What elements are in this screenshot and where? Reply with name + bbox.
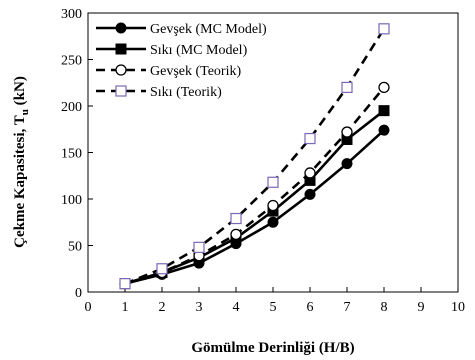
- data-point-gevsek-mc: [341, 158, 353, 170]
- legend-marker-gevsek-mc: [115, 22, 127, 34]
- x-tick-label: 2: [159, 300, 166, 315]
- x-axis-label: Gömülme Derinliği (H/B): [191, 340, 354, 356]
- y-tick-label: 150: [61, 147, 82, 162]
- y-axis-label-main: Çekme Kapasitesi, T: [12, 115, 28, 248]
- x-tick-label: 3: [196, 300, 203, 315]
- data-point-siki-teorik: [119, 278, 131, 290]
- data-point-gevsek-teorik: [304, 167, 316, 179]
- y-tick-label: 200: [61, 100, 82, 115]
- x-tick-label: 1: [122, 300, 129, 315]
- x-tick-label: 5: [270, 300, 277, 315]
- legend-marker-siki-teorik: [115, 85, 127, 97]
- series-line-gevsek-mc: [124, 129, 385, 285]
- series-line-siki-teorik: [124, 28, 386, 285]
- x-tick-label: 0: [85, 300, 92, 315]
- series-line-gevsek-teorik: [124, 86, 386, 285]
- data-point-gevsek-mc: [267, 216, 279, 228]
- legend-label-siki-mc: Sıkı (MC Model): [150, 43, 248, 58]
- data-point-gevsek-teorik: [230, 228, 242, 240]
- legend-marker-gevsek-teorik: [115, 64, 127, 76]
- data-point-gevsek-teorik: [267, 199, 279, 212]
- data-point-gevsek-teorik: [341, 126, 353, 138]
- data-point-gevsek-teorik: [378, 81, 390, 94]
- x-tick-label: 7: [344, 300, 351, 315]
- y-tick-label: 100: [61, 193, 82, 208]
- data-point-siki-teorik: [230, 212, 242, 225]
- legend-marker-siki-mc: [115, 43, 127, 55]
- x-tick-label: 9: [418, 300, 425, 315]
- data-point-siki-teorik: [267, 176, 279, 188]
- data-point-gevsek-mc: [304, 188, 316, 200]
- data-point-siki-teorik: [193, 241, 205, 253]
- legend-label-gevsek-mc: Gevşek (MC Model): [150, 22, 267, 37]
- series-lines: [124, 28, 386, 285]
- y-axis-label: Çekme Kapasitesi, Tu (kN): [12, 76, 31, 248]
- axis-ticks: [87, 12, 459, 293]
- x-tick-label: 6: [307, 300, 314, 315]
- x-tick-label: 10: [451, 300, 465, 315]
- x-tick-label: 8: [381, 300, 388, 315]
- y-tick-label: 50: [68, 240, 82, 255]
- y-tick-label: 250: [61, 54, 82, 69]
- data-point-siki-teorik: [341, 81, 353, 94]
- plot-border: [87, 12, 459, 293]
- plot-frame: [87, 12, 459, 293]
- legend-label-siki-teorik: Sıkı (Teorik): [150, 85, 222, 100]
- series-markers: [119, 23, 390, 290]
- legend-label-gevsek-teorik: Gevşek (Teorik): [150, 64, 241, 79]
- data-point-siki-teorik: [378, 23, 390, 35]
- y-tick-label: 300: [61, 7, 82, 22]
- data-point-siki-teorik: [156, 263, 168, 275]
- legend: Gevşek (MC Model) Sıkı (MC Model) Gevşek (…: [96, 22, 267, 100]
- data-point-siki-mc: [378, 105, 390, 117]
- y-axis-label-unit: (kN): [12, 76, 28, 109]
- x-tick-label: 4: [233, 300, 240, 315]
- y-axis-label-subscript: u: [19, 109, 31, 115]
- data-point-gevsek-mc: [378, 124, 390, 136]
- data-point-siki-teorik: [304, 132, 316, 145]
- y-tick-label: 0: [75, 286, 82, 301]
